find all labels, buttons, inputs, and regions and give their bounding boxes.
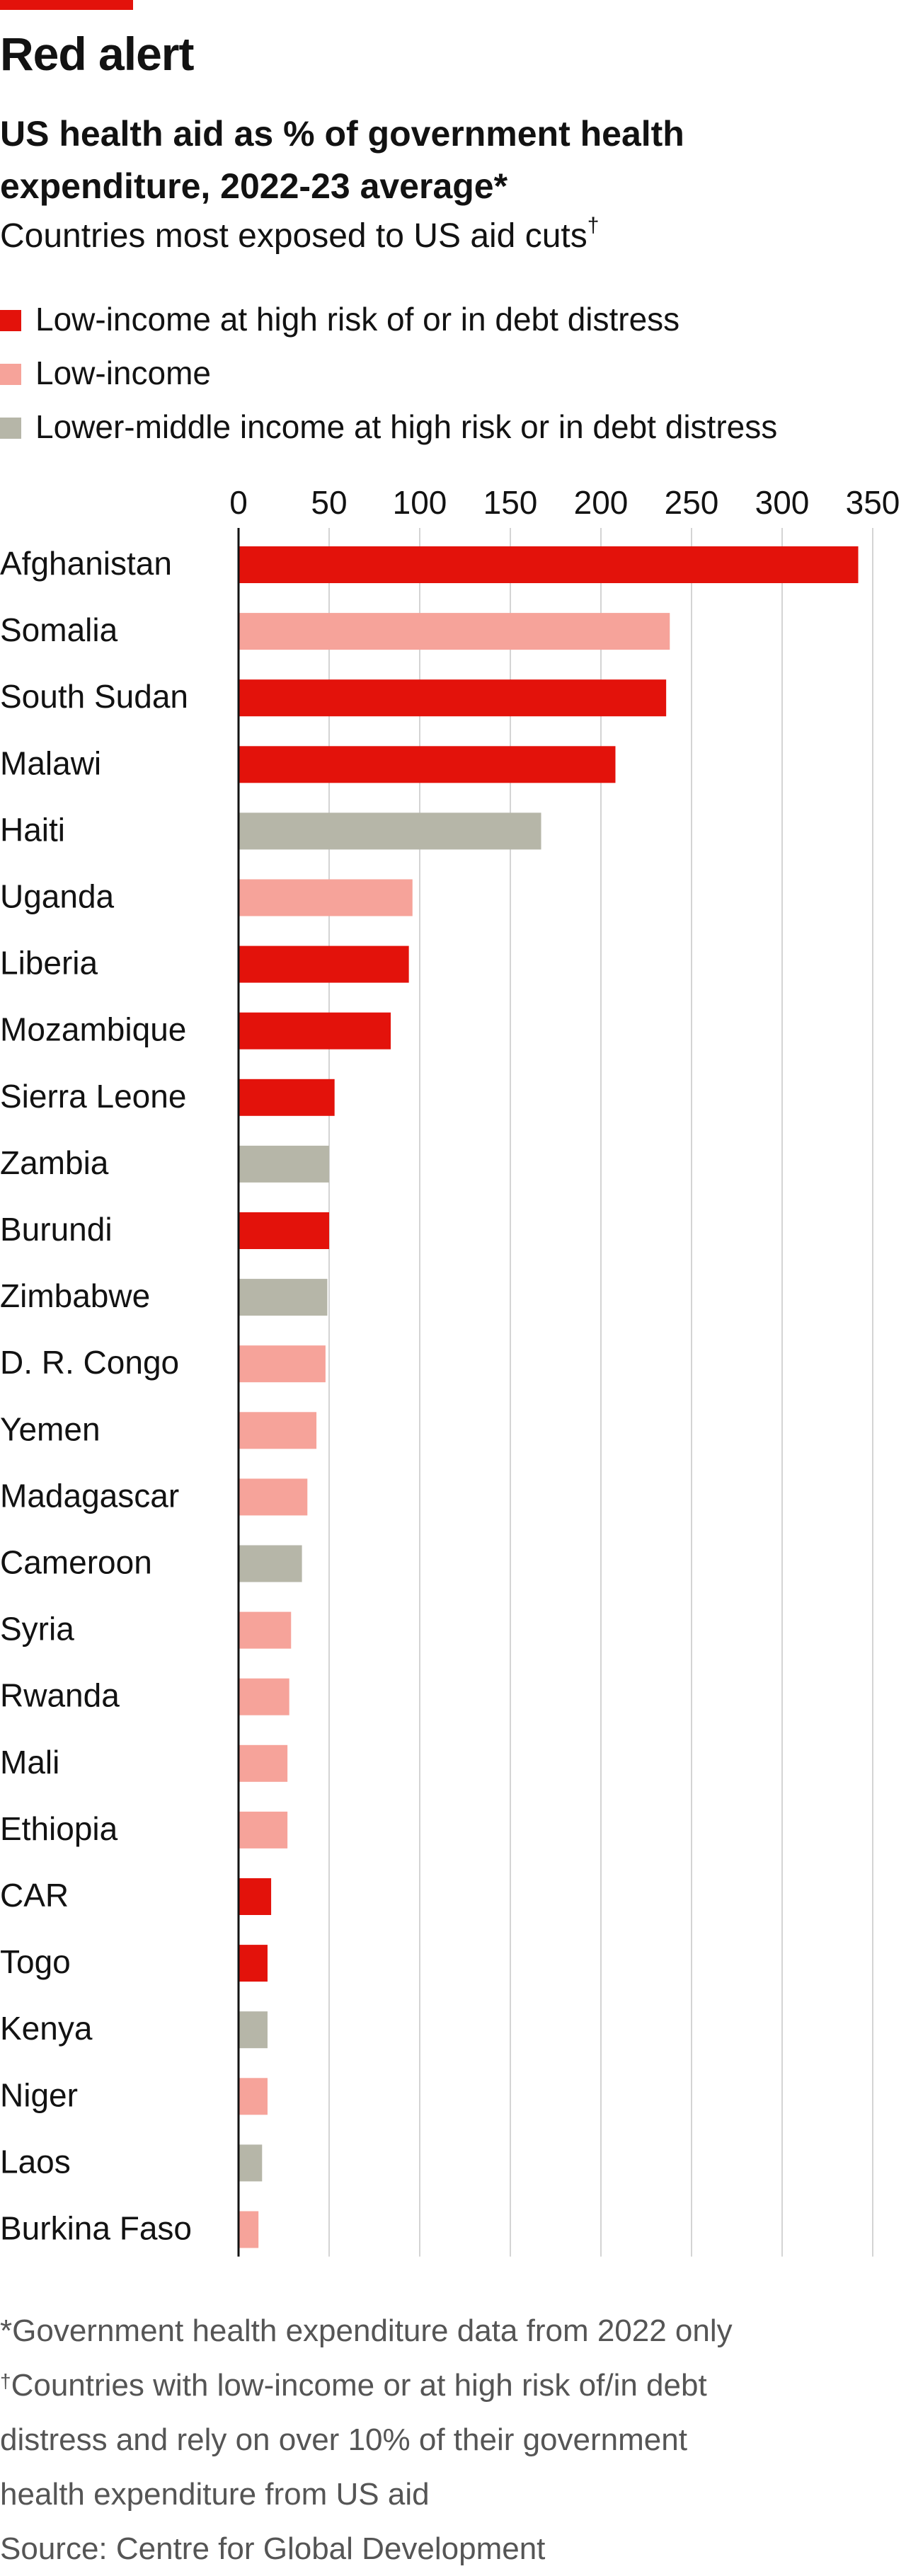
- category-label: Mozambique: [0, 1011, 186, 1048]
- bar: [239, 1611, 292, 1649]
- chart-title: US health aid as % of government health …: [0, 114, 684, 206]
- category-label: Mali: [0, 1744, 59, 1781]
- x-tick-label: 200: [574, 484, 629, 521]
- category-label: Ethiopia: [0, 1810, 118, 1847]
- category-label: Somalia: [0, 611, 118, 648]
- bar: [239, 2211, 259, 2248]
- category-label: Sierra Leone: [0, 1078, 186, 1115]
- bar: [239, 1878, 272, 1915]
- x-tick-label: 0: [229, 484, 248, 521]
- bar: [239, 1212, 329, 1249]
- category-label: Togo: [0, 1943, 71, 1980]
- headline: Red alert: [0, 28, 194, 80]
- bar: [239, 1145, 329, 1183]
- category-label: Burundi: [0, 1211, 113, 1248]
- source: Source: Centre for Global Development: [0, 2531, 546, 2566]
- bar: [239, 1478, 308, 1516]
- footnote-dagger-line-1: †Countries with low-income or at high ri…: [0, 2358, 892, 2413]
- x-tick-label: 100: [393, 484, 447, 521]
- legend-swatch: [0, 418, 21, 439]
- bar-chart: 0 50 100 150 200 250 300 350 Afghanistan Somalia S…: [0, 484, 900, 2257]
- bar: [239, 1545, 302, 1582]
- category-label: Afghanistan: [0, 545, 172, 582]
- footnote-dagger-line-3: health expenditure from US aid: [0, 2477, 430, 2512]
- category-label: Haiti: [0, 811, 65, 848]
- legend-swatch: [0, 364, 21, 385]
- bar: [239, 546, 859, 583]
- category-label: CAR: [0, 1877, 69, 1914]
- legend-swatch: [0, 310, 21, 331]
- category-label: Cameroon: [0, 1544, 152, 1581]
- category-label: Zimbabwe: [0, 1277, 150, 1314]
- category-label: Laos: [0, 2143, 71, 2180]
- bar: [239, 1811, 288, 1848]
- bar: [239, 1744, 288, 1782]
- category-label: Liberia: [0, 945, 98, 982]
- bar: [239, 1079, 335, 1116]
- bar: [239, 1412, 317, 1449]
- subtitle-text: Countries most exposed to US aid cuts: [0, 217, 587, 255]
- bar: [239, 879, 413, 916]
- chart-subtitle: Countries most exposed to US aid cuts†: [0, 214, 600, 255]
- subtitle-dagger-mark: †: [587, 214, 600, 237]
- legend-label: Low-income at high risk of or in debt di…: [35, 301, 680, 338]
- bar: [239, 613, 670, 650]
- footnote-dagger-line-2: distress and rely on over 10% of their g…: [0, 2422, 687, 2457]
- legend-label: Low-income: [35, 355, 211, 391]
- brand-red-bar: [0, 0, 133, 10]
- bar: [239, 945, 409, 983]
- category-label: Yemen: [0, 1410, 101, 1447]
- category-label: D. R. Congo: [0, 1344, 179, 1381]
- bar: [239, 1279, 328, 1316]
- footnote-dagger-mark: †: [0, 2370, 11, 2392]
- category-label: Burkina Faso: [0, 2210, 192, 2247]
- category-label: Syria: [0, 1611, 74, 1648]
- x-tick-label: 300: [755, 484, 810, 521]
- category-label: Madagascar: [0, 1477, 179, 1514]
- category-label: Rwanda: [0, 1677, 120, 1714]
- bar: [239, 1945, 268, 1982]
- category-label: Kenya: [0, 2010, 93, 2047]
- bar: [239, 679, 667, 717]
- bar: [239, 812, 541, 850]
- bar: [239, 2144, 263, 2182]
- footnote-star: *Government health expenditure data from…: [0, 2313, 733, 2348]
- category-label: Uganda: [0, 878, 115, 915]
- x-tick-label: 250: [665, 484, 719, 521]
- bar: [239, 1678, 289, 1715]
- category-label: Zambia: [0, 1144, 109, 1181]
- category-label: South Sudan: [0, 678, 188, 715]
- bar: [239, 746, 616, 783]
- legend-label: Lower-middle income at high risk or in d…: [35, 408, 778, 445]
- footnote-dagger-text: Countries with low-income or at high ris…: [11, 2368, 707, 2403]
- bar: [239, 1345, 326, 1383]
- bar: [239, 2011, 268, 2049]
- x-tick-label: 150: [483, 484, 538, 521]
- bar: [239, 2078, 268, 2115]
- category-label: Niger: [0, 2076, 78, 2113]
- category-label: Malawi: [0, 744, 101, 781]
- x-tick-label: 350: [846, 484, 900, 521]
- footnotes: *Government health expenditure data from…: [0, 2304, 892, 2576]
- x-tick-label: 50: [311, 484, 347, 521]
- bar: [239, 1012, 391, 1050]
